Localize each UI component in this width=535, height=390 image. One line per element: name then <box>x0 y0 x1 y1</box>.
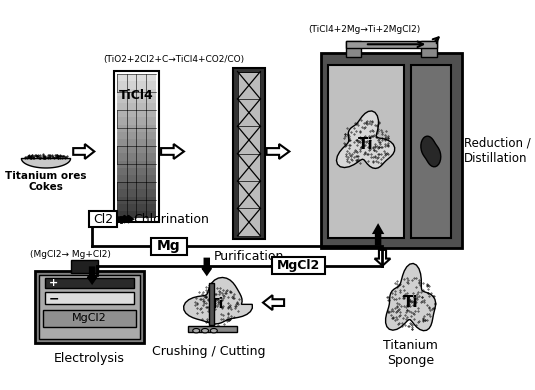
Bar <box>233 68 265 239</box>
Text: Reduction /
Distillation: Reduction / Distillation <box>464 136 531 165</box>
Polygon shape <box>88 268 96 283</box>
Text: MgCl2: MgCl2 <box>277 259 320 272</box>
Bar <box>209 283 214 325</box>
Bar <box>117 197 156 204</box>
Polygon shape <box>161 144 184 159</box>
Bar <box>328 66 403 238</box>
Bar <box>117 110 156 117</box>
Bar <box>117 168 156 175</box>
Bar <box>89 211 117 227</box>
Bar <box>117 175 156 182</box>
Bar <box>410 66 451 238</box>
Polygon shape <box>202 259 211 275</box>
Bar <box>117 124 156 132</box>
Polygon shape <box>263 295 284 310</box>
Text: −: − <box>49 292 59 306</box>
Polygon shape <box>184 277 253 324</box>
Bar <box>117 103 156 110</box>
Bar <box>117 96 156 103</box>
Polygon shape <box>374 225 383 245</box>
Polygon shape <box>117 216 128 223</box>
Polygon shape <box>374 250 391 266</box>
Polygon shape <box>386 264 435 331</box>
Bar <box>117 204 156 211</box>
Text: Titanium ores
Cokes: Titanium ores Cokes <box>5 171 87 192</box>
Bar <box>117 132 156 139</box>
Polygon shape <box>73 144 94 159</box>
Text: Ti: Ti <box>210 297 225 311</box>
Ellipse shape <box>193 328 200 333</box>
Polygon shape <box>272 262 286 269</box>
Text: +: + <box>49 278 58 288</box>
Text: Ti: Ti <box>358 137 373 152</box>
Bar <box>238 71 261 236</box>
Polygon shape <box>266 144 289 159</box>
Text: MgCl2: MgCl2 <box>72 314 107 323</box>
Bar <box>117 117 156 124</box>
Bar <box>113 71 159 222</box>
Text: Ti: Ti <box>403 295 418 310</box>
Bar <box>72 261 98 273</box>
Bar <box>117 161 156 168</box>
Polygon shape <box>21 158 71 168</box>
Bar <box>117 182 156 190</box>
Bar <box>321 53 462 248</box>
Bar <box>117 190 156 197</box>
Bar <box>117 82 156 89</box>
Bar <box>35 271 144 343</box>
Ellipse shape <box>202 328 209 333</box>
Bar <box>117 74 156 82</box>
Bar <box>188 326 236 332</box>
Text: Cl2: Cl2 <box>93 213 113 226</box>
Text: Electrolysis: Electrolysis <box>54 352 125 365</box>
Polygon shape <box>337 111 395 168</box>
Text: (TiCl4+2Mg→Ti+2MgCl2): (TiCl4+2Mg→Ti+2MgCl2) <box>308 25 420 34</box>
Polygon shape <box>421 136 441 167</box>
Text: Mg: Mg <box>157 239 181 254</box>
Text: Titanium
Sponge: Titanium Sponge <box>383 339 438 367</box>
Text: TiCl4: TiCl4 <box>119 89 154 102</box>
Bar <box>117 146 156 153</box>
Text: Crushing / Cutting: Crushing / Cutting <box>152 345 265 358</box>
Bar <box>117 211 156 218</box>
Text: Purification: Purification <box>214 250 284 263</box>
Bar <box>45 278 134 288</box>
Bar <box>151 238 187 255</box>
Bar <box>43 310 135 327</box>
Bar <box>45 292 134 304</box>
Bar <box>346 41 362 57</box>
Bar <box>117 89 156 96</box>
Text: (TiO2+2Cl2+C→TiCl4+CO2/CO): (TiO2+2Cl2+C→TiCl4+CO2/CO) <box>103 55 244 64</box>
Ellipse shape <box>210 328 217 333</box>
Text: Chlorination: Chlorination <box>133 213 209 226</box>
Bar <box>421 41 437 57</box>
Bar <box>346 41 437 48</box>
Polygon shape <box>121 216 133 223</box>
Bar <box>272 257 325 275</box>
Text: (MgCl2→ Mg+Cl2): (MgCl2→ Mg+Cl2) <box>30 250 111 259</box>
Bar <box>117 139 156 146</box>
Bar <box>117 153 156 161</box>
Bar <box>39 275 140 339</box>
